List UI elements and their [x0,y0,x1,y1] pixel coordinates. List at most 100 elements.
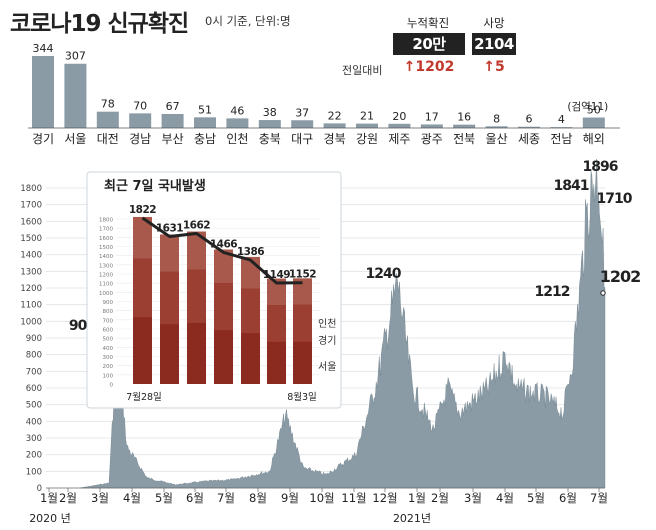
inset-bar-segment-gyeonggi [293,304,312,342]
region-value-label: 70 [133,99,147,112]
region-bar [64,63,87,128]
region-category-label: 해외 [583,132,605,146]
region-value-label: 78 [101,98,115,111]
inset-legend-label: 서울 [318,361,336,373]
x-month-label: 7월 [590,491,608,505]
x-month-label: 8월 [249,491,267,505]
region-value-label: 51 [198,103,212,116]
inset-bar-segment-gyeonggi [214,283,233,331]
y-tick-label: 1500 [20,234,42,244]
y-tick-label: 1800 [20,184,42,194]
deaths-label: 사망 [483,16,505,30]
latest-point-marker [600,290,606,296]
inset-y-tick: 1600 [99,236,113,242]
x-month-label: 2월 [431,491,449,505]
region-value-label: 307 [65,50,86,63]
inset-bar-segment-incheon [187,231,206,270]
region-category-label: 전남 [550,132,572,146]
inset-y-tick: 1400 [99,254,113,260]
inset-y-tick: 200 [103,364,114,370]
cumulative-value: 20만2203 [393,33,465,75]
region-value-label: 21 [360,110,374,123]
region-value-label: 20 [392,110,406,123]
inset-y-tick: 100 [103,373,114,379]
y-tick-label: 1300 [20,267,42,277]
y-tick-label: 1200 [20,284,42,294]
inset-line-label: 1152 [289,269,316,281]
inset-y-tick: 500 [103,337,114,343]
region-bar [550,127,573,128]
region-bar [96,111,119,128]
inset-title: 최근 7일 국내발생 [104,178,206,194]
region-category-label: 광주 [421,132,443,146]
region-bar [582,117,605,128]
inset-line [141,216,303,285]
inset-bar-segment-incheon [133,216,152,259]
region-value-label: 4 [558,113,565,126]
region-category-label: 전북 [453,132,475,146]
x-month-label: 3월 [464,491,482,505]
inset-y-tick: 0 [110,383,114,389]
region-category-label: 대구 [291,132,313,146]
inset-x-label-end: 8월3일 [287,391,317,403]
cumulative-label: 누적확진 [406,16,450,30]
deaths-value: 2104 [472,33,516,55]
region-value-label: 344 [33,42,54,55]
y-tick-label: 800 [26,351,42,361]
inset-line-label: 1466 [210,238,237,250]
peak-annotation: 1212 [535,284,570,300]
inset-y-tick: 400 [103,346,114,352]
x-month-label: 5월 [527,491,545,505]
region-category-label: 세종 [518,132,540,146]
region-bar [323,123,346,128]
y-tick-label: 300 [26,434,42,444]
inset-y-tick: 1300 [99,263,113,269]
region-value-label: 67 [166,100,180,113]
y-tick-label: 1000 [20,317,42,327]
inset-line-label: 1149 [263,269,290,281]
region-category-label: 서울 [64,132,86,146]
region-value-label: 38 [263,106,277,119]
region-bar [356,123,378,128]
inset-line-label: 1822 [129,204,156,216]
region-bar [226,118,249,128]
region-category-label: 경남 [129,132,151,146]
region-category-label: 강원 [356,132,378,146]
inset-bar-segment-incheon [214,249,233,284]
y-tick-label: 400 [26,417,42,427]
region-value-label: 50 [587,104,601,117]
peak-annotation: 1896 [583,159,618,175]
x-month-label: 1월 [408,491,426,505]
region-bar [388,123,411,128]
inset-y-tick: 1100 [99,282,113,288]
y-tick-label: 500 [26,401,42,411]
inset-legend-label: 인천 [318,318,336,330]
region-bar [485,126,508,128]
inset-bar-segment-gyeonggi [160,271,179,325]
y-tick-label: 100 [26,467,42,477]
compare-label: 전일대비 [342,64,383,77]
region-value-label: 46 [230,104,244,117]
inset-y-tick: 1000 [99,291,113,297]
y-tick-label: 600 [26,384,42,394]
region-bar [194,117,216,128]
region-bar [32,56,54,128]
inset-legend-label: 경기 [318,334,336,347]
deaths-change: ↑5 [483,59,505,75]
year-label-2020: 2020 년 [29,512,71,525]
x-month-label: 11월 [341,491,366,505]
page-title: 코로나19 신규확진 [10,11,189,37]
inset-bar-segment-gyeonggi [133,258,152,318]
region-category-label: 경북 [324,132,346,146]
x-month-label: 5월 [155,491,173,505]
x-month-label: 2월 [59,491,77,505]
inset-bar-segment-gyeonggi [187,269,206,324]
peak-annotation: 1710 [597,191,633,207]
y-tick-label: 1400 [20,251,42,261]
region-value-label: 37 [295,106,309,119]
y-tick-label: 1700 [20,201,42,211]
inset-bar-segment-gyeonggi [267,305,286,342]
page-subtitle: 0시 기준, 단위:명 [205,14,291,28]
y-tick-label: 0 [37,484,42,494]
